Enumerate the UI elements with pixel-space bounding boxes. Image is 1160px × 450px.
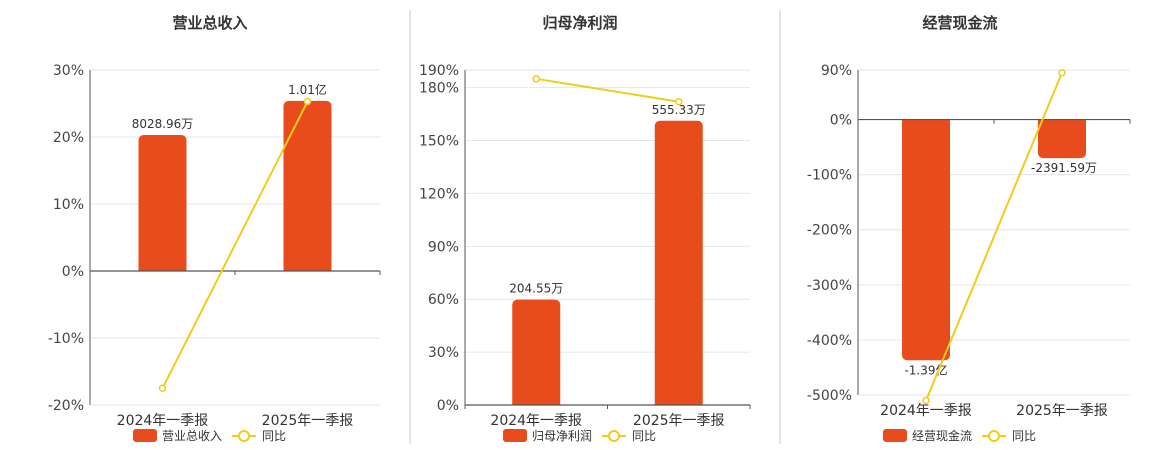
legend-label-bar: 营业总收入 — [162, 429, 222, 443]
bar-data-label: 1.01亿 — [288, 82, 327, 97]
y-tick-label: 90% — [428, 239, 459, 255]
y-tick-label: 150% — [419, 134, 459, 150]
yoy-point — [675, 97, 683, 106]
x-category-label: 2024年一季报 — [880, 403, 972, 419]
yoy-line — [536, 77, 679, 103]
x-category-label: 2024年一季报 — [117, 413, 209, 429]
y-tick-label: 10% — [53, 197, 84, 213]
legend-label-bar: 归母净利润 — [532, 429, 592, 443]
legend-label-bar: 经营现金流 — [912, 428, 972, 443]
chart-1: 营业总收入 30% 20% 10% 0% -10% -20% 8028.96万 1.01亿 202… — [48, 14, 381, 443]
bar — [138, 134, 187, 271]
legend-swatch-marker — [238, 430, 250, 442]
yoy-line — [161, 101, 309, 389]
legend-swatch-marker — [608, 430, 620, 442]
y-tick-label: -300% — [807, 278, 852, 294]
legend-swatch-marker — [988, 430, 1000, 442]
legend-label-line: 同比 — [1012, 429, 1036, 443]
y-tick-label: 120% — [419, 186, 459, 202]
yoy-point — [922, 396, 930, 405]
yoy-point — [303, 97, 312, 106]
bar — [1038, 119, 1086, 159]
y-tick-label: 90% — [821, 63, 852, 79]
legend-swatch-bar — [503, 429, 527, 442]
y-tick-label: -100% — [807, 168, 852, 184]
legend: 营业总收入 同比 — [133, 429, 286, 443]
legend: 经营现金流 同比 — [883, 428, 1036, 443]
x-category-label: 2024年一季报 — [490, 413, 582, 429]
chart-3: 经营现金流90%0%-100%-200%-300%-400%-500%-1.39… — [807, 14, 1131, 443]
y-tick-label: -200% — [807, 223, 852, 239]
y-tick-label: 180% — [419, 81, 459, 97]
legend-swatch-bar — [133, 429, 157, 442]
legend: 归母净利润 同比 — [503, 429, 656, 443]
bar-data-label: -2391.59万 — [1031, 161, 1097, 175]
y-tick-label: -10% — [48, 331, 84, 347]
y-tick-label: 0% — [62, 264, 84, 280]
chart-title: 营业总收入 — [172, 14, 247, 32]
y-tick-label: 60% — [428, 292, 459, 308]
bar — [283, 100, 332, 271]
bar — [512, 299, 561, 405]
y-tick-label: 0% — [830, 113, 852, 129]
y-tick-label: 190% — [419, 63, 459, 79]
y-tick-label: 20% — [53, 130, 84, 146]
yoy-point — [1058, 69, 1066, 77]
bar — [902, 119, 950, 361]
chart-title: 经营现金流 — [922, 14, 997, 32]
x-category-label: 2025年一季报 — [633, 413, 725, 429]
yoy-point — [158, 384, 167, 392]
y-tick-label: -20% — [48, 398, 84, 414]
legend-label-line: 同比 — [262, 429, 286, 443]
y-tick-label: 0% — [437, 398, 459, 414]
bar — [654, 120, 703, 406]
yoy-line — [925, 72, 1063, 401]
bar-data-label: 204.55万 — [509, 282, 563, 296]
legend-swatch-bar — [883, 429, 907, 442]
y-tick-label: 30% — [428, 345, 459, 361]
legend-label-line: 同比 — [632, 429, 656, 443]
bar-data-label: 555.33万 — [652, 103, 706, 117]
x-category-label: 2025年一季报 — [262, 413, 354, 429]
y-tick-label: 30% — [53, 63, 84, 79]
chart-title: 归母净利润 — [542, 14, 617, 32]
chart-2: 归母净利润 190% 180% 150% 120% 90% 60% 30% 0% 204.55万 5… — [419, 14, 751, 443]
y-tick-label: -500% — [807, 388, 852, 404]
bar-data-label: 8028.96万 — [132, 117, 194, 131]
x-category-label: 2025年一季报 — [1016, 403, 1108, 419]
yoy-point — [532, 75, 540, 83]
y-tick-label: -400% — [807, 333, 852, 349]
